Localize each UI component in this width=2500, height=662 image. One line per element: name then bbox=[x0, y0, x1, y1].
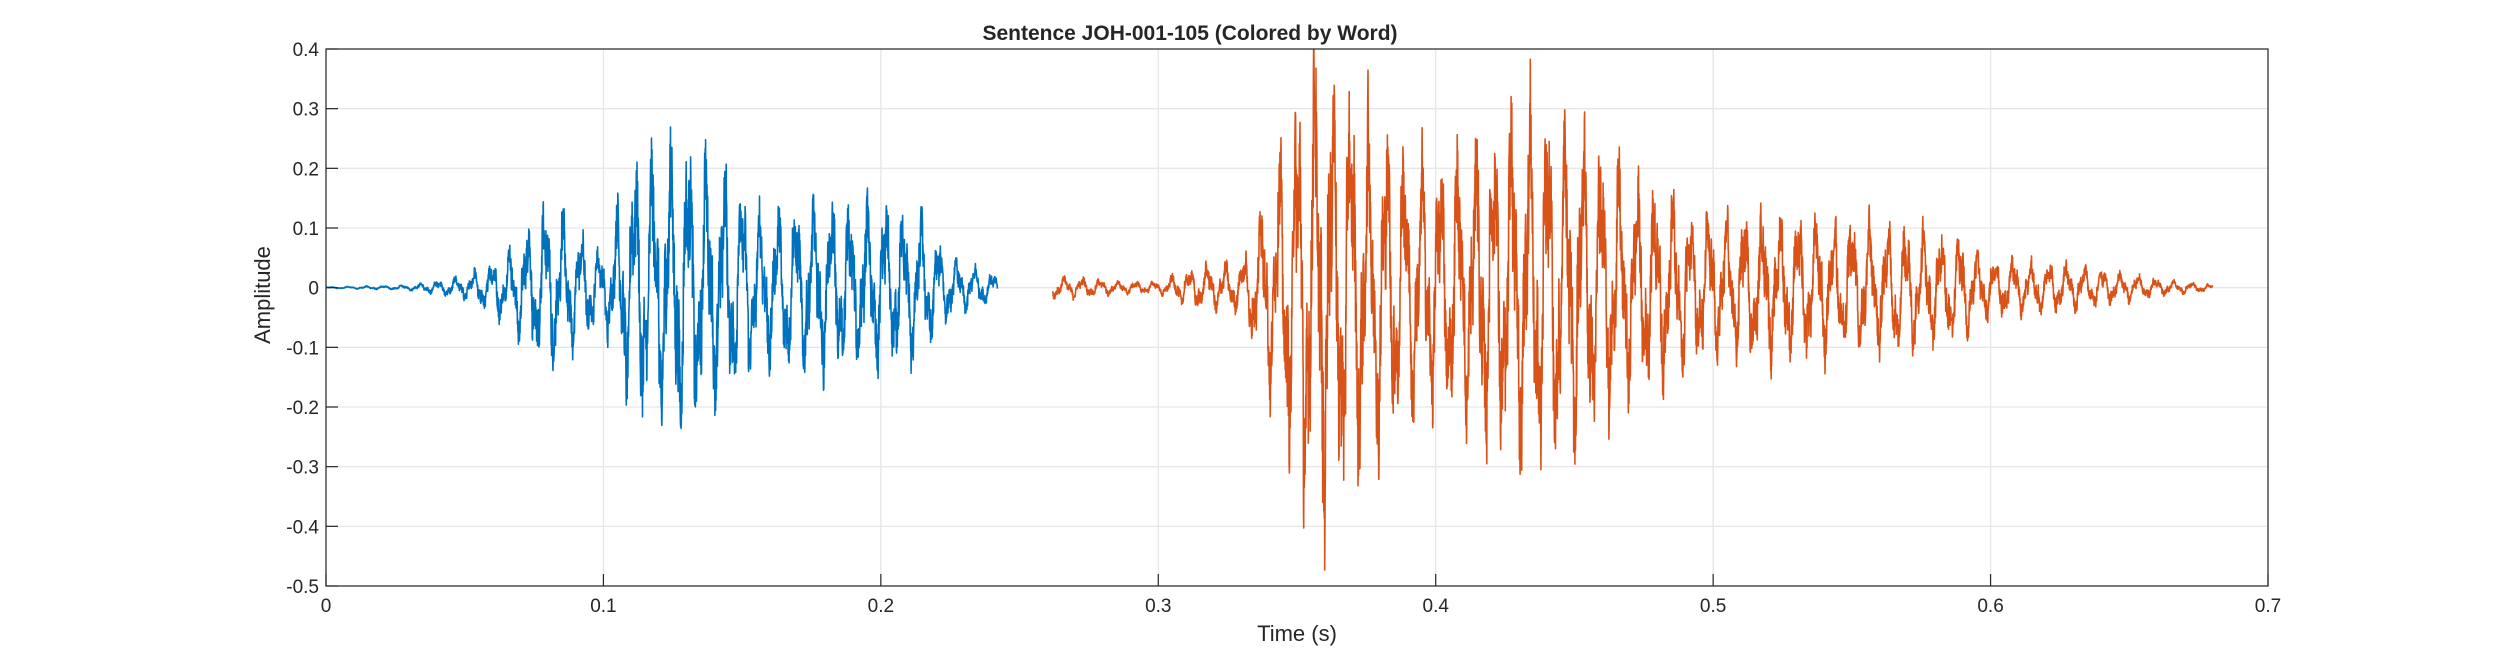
x-tick-label: 0.5 bbox=[1700, 596, 1726, 617]
y-tick-label: 0.2 bbox=[293, 159, 319, 180]
y-tick-label: 0.3 bbox=[293, 100, 319, 121]
x-axis-label: Time (s) bbox=[1257, 621, 1337, 646]
plot-frame bbox=[325, 48, 2269, 587]
x-tick-label: 0.7 bbox=[2255, 596, 2281, 617]
x-tick-label: 0.2 bbox=[868, 596, 894, 617]
y-tick-label: 0.1 bbox=[293, 219, 319, 240]
y-axis-label: Amplitude bbox=[250, 246, 275, 344]
waveform-series-2 bbox=[1052, 48, 2214, 571]
x-tick-label: 0.4 bbox=[1423, 596, 1450, 617]
chart-title: Sentence JOH-001-105 (Colored by Word) bbox=[982, 22, 1397, 45]
series-layer bbox=[325, 48, 2214, 571]
y-tick-label: -0.2 bbox=[286, 398, 319, 419]
y-tick-label: 0.4 bbox=[293, 40, 320, 61]
tick-layer: 0 0.1 0.2 0.3 0.4 0.5 0.6 0.7 -0.5 -0.4 -0.3 -0.2 -0… bbox=[286, 40, 2281, 617]
grid bbox=[325, 48, 2269, 587]
y-tick-label: 0 bbox=[308, 279, 319, 300]
x-tick-label: 0.1 bbox=[590, 596, 616, 617]
y-tick-label: -0.1 bbox=[286, 338, 319, 359]
y-tick-label: -0.5 bbox=[286, 577, 319, 598]
x-tick-label: 0.6 bbox=[1977, 596, 2003, 617]
x-tick-label: 0 bbox=[321, 596, 332, 617]
y-tick-label: -0.4 bbox=[286, 517, 319, 538]
y-tick-label: -0.3 bbox=[286, 458, 319, 479]
waveform-series-1 bbox=[325, 126, 999, 430]
x-tick-label: 0.3 bbox=[1145, 596, 1171, 617]
